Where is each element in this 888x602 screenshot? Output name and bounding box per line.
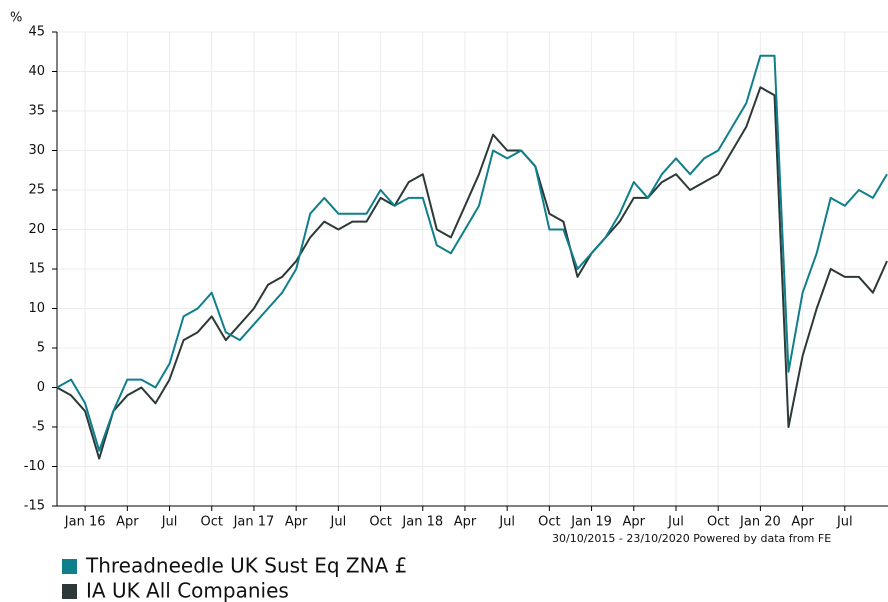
x-tick-label: Apr — [454, 515, 477, 530]
x-tick-label: Jan 19 — [570, 515, 612, 530]
x-tick-label: Oct — [201, 515, 223, 530]
y-tick-label: 15 — [28, 262, 45, 277]
x-tick-label: Jul — [836, 515, 853, 530]
x-tick-label: Apr — [791, 515, 814, 530]
x-tick-label: Jan 20 — [739, 515, 781, 530]
x-tick-label: Apr — [623, 515, 646, 530]
y-tick-label: 45 — [28, 25, 45, 40]
x-tick-label: Oct — [707, 515, 729, 530]
x-tick-label: Apr — [116, 515, 139, 530]
y-tick-label: 5 — [37, 341, 45, 356]
series-line — [56, 54, 888, 452]
legend-label: IA UK All Companies — [86, 579, 289, 602]
footnote: 30/10/2015 - 23/10/2020 Powered by data … — [552, 532, 831, 545]
y-tick-label: -15 — [24, 499, 45, 514]
x-tick-label: Jul — [161, 515, 178, 530]
y-tick-label: 10 — [28, 301, 45, 316]
y-unit: % — [10, 11, 22, 26]
y-tick-label: 40 — [28, 64, 45, 79]
x-tick-label: Jul — [330, 515, 347, 530]
y-tick-label: 35 — [28, 104, 45, 119]
x-tick-label: Jan 17 — [233, 515, 275, 530]
y-tick-label: 30 — [28, 143, 45, 158]
y-tick-label: -5 — [32, 420, 45, 435]
y-tick-label: -10 — [24, 459, 45, 474]
y-tick-label: 25 — [28, 183, 45, 198]
legend-swatch — [62, 559, 77, 574]
legend-swatch — [62, 584, 77, 599]
x-tick-label: Jan 16 — [64, 515, 106, 530]
x-tick-label: Jul — [498, 515, 515, 530]
x-tick-label: Oct — [369, 515, 391, 530]
y-tick-label: 0 — [37, 380, 45, 395]
x-tick-label: Oct — [538, 515, 560, 530]
legend-label: Threadneedle UK Sust Eq ZNA £ — [85, 554, 407, 578]
series-line — [56, 86, 888, 460]
x-tick-label: Jan 18 — [401, 515, 443, 530]
y-tick-label: 20 — [28, 222, 45, 237]
x-tick-label: Apr — [285, 515, 308, 530]
x-tick-label: Jul — [667, 515, 684, 530]
